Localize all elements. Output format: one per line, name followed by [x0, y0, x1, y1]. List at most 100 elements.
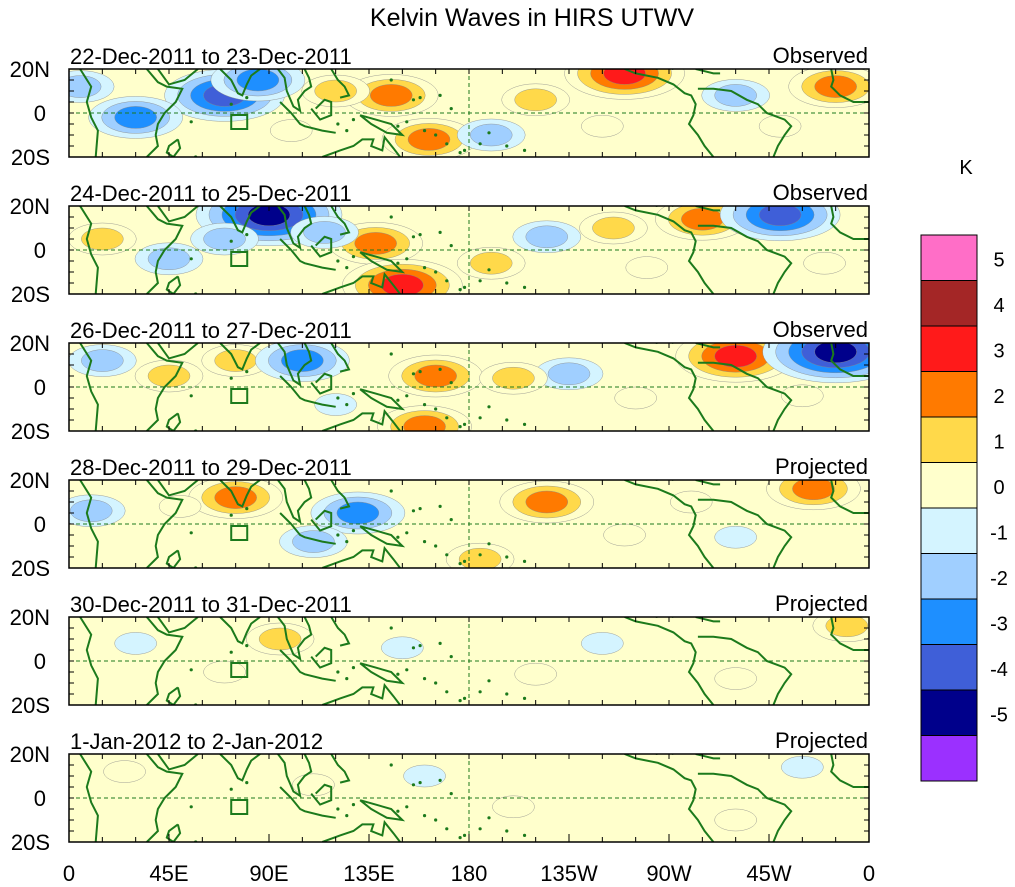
panel-date-label: 26-Dec-2011 to 27-Dec-2011 [70, 318, 352, 343]
island [458, 562, 462, 566]
region-box [230, 114, 249, 130]
anomaly-contour [758, 114, 802, 138]
panel-field-4 [69, 480, 869, 568]
island [487, 405, 491, 409]
anomaly-contour [314, 79, 357, 103]
coastline [165, 275, 182, 294]
anomaly-contour [592, 216, 635, 240]
colorbar-swatch [920, 234, 978, 281]
anomaly-contour [114, 106, 157, 129]
anomaly-contour [581, 632, 624, 655]
anomaly-contour [714, 667, 757, 690]
island [245, 96, 249, 100]
y-tick-label: 20N [10, 57, 50, 82]
x-tick-label: 135W [540, 861, 598, 886]
island [389, 489, 393, 493]
anomaly-contour [803, 252, 846, 275]
island [505, 281, 509, 285]
colorbar-level-label: 5 [993, 250, 1004, 272]
anomaly-contour [547, 362, 591, 385]
x-axis: 0 45E 90E 135E 180 135W 90W 45W 0 [63, 834, 875, 886]
island [411, 783, 416, 787]
panel-kind-label: Projected [775, 591, 868, 616]
coastline [79, 206, 99, 294]
colorbar-level-label: -1 [990, 523, 1008, 545]
coastline [624, 617, 715, 705]
coastline [279, 649, 336, 682]
colorbar-swatch [920, 598, 978, 645]
anomaly-contour [381, 636, 424, 659]
anomaly-contour [781, 756, 824, 779]
coastline [277, 69, 313, 113]
coastline [79, 617, 99, 705]
island [396, 261, 400, 265]
anomaly-contour [270, 119, 313, 142]
coastline [695, 617, 721, 623]
colorbar-swatch [920, 553, 978, 600]
panel-kind-label: Observed [773, 317, 868, 342]
coastline [165, 686, 182, 705]
coastline [830, 206, 869, 240]
island [434, 544, 438, 548]
anomaly-contour [603, 523, 646, 547]
coastline [279, 101, 336, 134]
coastline [165, 138, 182, 157]
island [405, 257, 409, 261]
coastline [321, 819, 401, 842]
island [422, 814, 427, 818]
island [522, 833, 527, 838]
island [336, 807, 340, 811]
anomaly-contour [381, 274, 424, 294]
coastline [277, 206, 313, 250]
anomaly-contour [407, 128, 451, 151]
x-tick-label: 45E [149, 861, 188, 886]
coastline [321, 134, 401, 157]
region-box [230, 662, 249, 678]
coastline [310, 235, 333, 258]
island [405, 668, 409, 672]
island [478, 416, 482, 420]
coastline [330, 754, 351, 784]
island [411, 372, 416, 376]
colorbar-level-label: -3 [990, 614, 1008, 636]
coastline [697, 224, 793, 294]
coastline [330, 617, 351, 647]
island [462, 148, 467, 152]
anomaly-contour [792, 480, 835, 500]
island [438, 367, 442, 371]
island [189, 805, 193, 809]
island [449, 518, 453, 522]
island [405, 805, 409, 809]
coastline [219, 69, 261, 97]
island [438, 641, 442, 646]
island [487, 268, 491, 272]
anomaly-contour [314, 393, 357, 416]
coastline [359, 251, 406, 274]
island [351, 118, 356, 122]
island [505, 829, 509, 833]
anomaly-contour [203, 660, 246, 684]
anomaly-contour [147, 247, 191, 270]
coastline [310, 98, 333, 121]
coastline [330, 343, 351, 373]
island [396, 124, 400, 128]
coastline [157, 617, 199, 634]
island [245, 781, 249, 785]
island [345, 540, 349, 544]
coastline [697, 635, 793, 705]
coastline [624, 480, 715, 568]
coastline [695, 206, 721, 212]
anomaly-contour [403, 415, 446, 431]
island [434, 681, 438, 685]
anomaly-contour [781, 384, 824, 407]
island [405, 120, 409, 124]
coastline [79, 480, 99, 568]
panel-kind-label: Observed [773, 180, 868, 205]
y-tick-label: 0 [34, 238, 46, 263]
island [245, 644, 249, 648]
x-tick-label: 135E [343, 861, 394, 886]
anomaly-contour [814, 75, 857, 98]
island [336, 259, 340, 263]
coastline [219, 480, 261, 508]
colorbar-swatch [920, 507, 978, 554]
